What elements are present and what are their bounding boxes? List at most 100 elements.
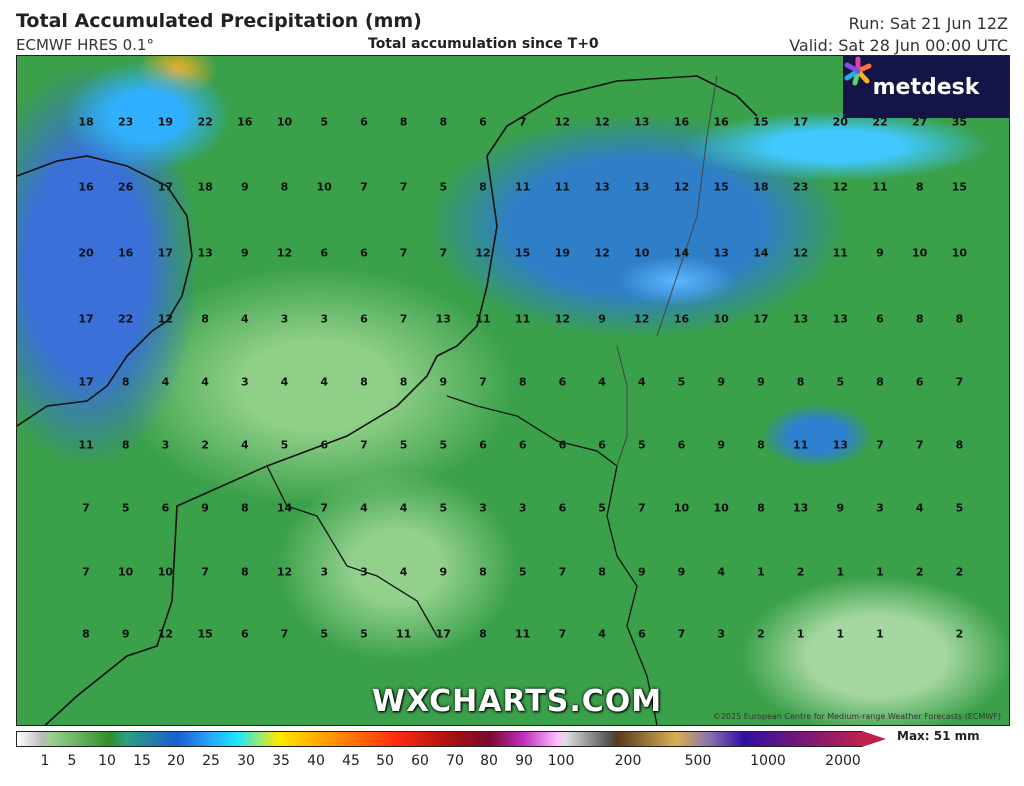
grid-value: 7 <box>558 627 567 641</box>
grid-value: 18 <box>197 180 213 194</box>
grid-value: 16 <box>237 115 253 129</box>
grid-value: 13 <box>832 312 848 326</box>
colorbar <box>16 731 863 747</box>
colorbar-tick-label: 500 <box>684 753 712 769</box>
grid-value: 18 <box>78 115 94 129</box>
grid-value: 9 <box>677 565 686 579</box>
grid-value: 13 <box>634 115 650 129</box>
grid-value: 12 <box>157 627 174 641</box>
grid-value: 8 <box>955 438 964 452</box>
grid-value: 4 <box>360 501 368 515</box>
colorbar-tick-label: 60 <box>411 753 429 769</box>
grid-value: 3 <box>479 501 487 515</box>
colorbar-tick-label: 40 <box>307 753 325 769</box>
grid-value: 2 <box>757 627 765 641</box>
grid-value: 15 <box>197 627 213 641</box>
grid-value: 11 <box>515 180 531 194</box>
grid-value: 14 <box>753 246 769 260</box>
grid-value: 4 <box>915 501 924 515</box>
grid-value: 5 <box>280 438 289 452</box>
grid-value: 8 <box>399 375 408 389</box>
grid-value: 4 <box>598 627 606 641</box>
colorbar-tick-label: 30 <box>237 753 255 769</box>
grid-value: 7 <box>876 438 884 452</box>
border-line <box>266 465 438 637</box>
grid-value: 9 <box>876 246 884 260</box>
grid-value: 17 <box>78 312 94 326</box>
grid-value: 5 <box>320 115 329 129</box>
grid-value: 5 <box>320 627 329 641</box>
grid-value: 4 <box>161 375 170 389</box>
grid-value: 7 <box>360 438 368 452</box>
metdesk-logo-text: metdesk <box>872 74 980 100</box>
grid-value: 4 <box>598 375 606 389</box>
grid-value: 8 <box>796 375 805 389</box>
grid-value: 12 <box>554 312 571 326</box>
map-title: Total Accumulated Precipitation (mm) <box>16 10 422 32</box>
grid-value: 9 <box>201 501 209 515</box>
grid-value: 6 <box>320 438 329 452</box>
grid-value: 8 <box>399 115 408 129</box>
grid-value: 5 <box>439 501 448 515</box>
grid-value: 8 <box>518 375 527 389</box>
grid-value: 27 <box>912 115 928 129</box>
grid-value: 7 <box>637 501 646 515</box>
grid-value: 9 <box>836 501 845 515</box>
grid-value: 6 <box>360 312 368 326</box>
grid-value: 6 <box>558 438 567 452</box>
grid-value: 6 <box>240 627 249 641</box>
grid-value: 8 <box>280 180 289 194</box>
grid-value: 8 <box>757 438 765 452</box>
colorbar-tick-label: 20 <box>167 753 185 769</box>
grid-value: 8 <box>82 627 90 641</box>
grid-value: 7 <box>518 115 527 129</box>
grid-value: 20 <box>832 115 848 129</box>
grid-value: 7 <box>399 312 408 326</box>
grid-value: 19 <box>157 115 174 129</box>
grid-value: 1 <box>836 627 845 641</box>
colorbar-tick-label: 70 <box>446 753 464 769</box>
grid-value: 13 <box>713 246 729 260</box>
grid-value: 10 <box>673 501 690 515</box>
grid-value: 1 <box>876 565 884 579</box>
grid-value: 8 <box>915 180 924 194</box>
grid-value: 6 <box>518 438 527 452</box>
grid-value: 8 <box>121 438 130 452</box>
grid-value: 10 <box>118 565 134 579</box>
grid-value: 10 <box>713 501 729 515</box>
grid-value: 7 <box>558 565 567 579</box>
grid-value: 8 <box>598 565 606 579</box>
grid-value: 11 <box>515 627 531 641</box>
grid-value: 2 <box>955 627 964 641</box>
grid-value: 11 <box>475 312 491 326</box>
grid-value: 7 <box>955 375 964 389</box>
grid-value: 16 <box>673 312 690 326</box>
metdesk-logo: metdesk <box>843 56 1009 118</box>
grid-value: 1 <box>796 627 805 641</box>
grid-value: 5 <box>439 180 448 194</box>
grid-value: 7 <box>82 501 90 515</box>
grid-value: 1 <box>876 627 884 641</box>
grid-value: 12 <box>157 312 174 326</box>
grid-value: 8 <box>876 375 884 389</box>
grid-value: 15 <box>951 180 968 194</box>
grid-value: 23 <box>118 115 134 129</box>
colorbar-tick-label: 15 <box>133 753 151 769</box>
colorbar-tick-label: 25 <box>202 753 220 769</box>
grid-value: 10 <box>634 246 650 260</box>
grid-value: 3 <box>320 312 329 326</box>
grid-value: 7 <box>201 565 209 579</box>
grid-value: 11 <box>78 438 94 452</box>
colorbar-tick-label: 50 <box>376 753 394 769</box>
grid-value: 3 <box>876 501 884 515</box>
grid-value: 9 <box>717 375 726 389</box>
grid-value: 9 <box>240 246 249 260</box>
grid-value: 8 <box>915 312 924 326</box>
grid-value: 22 <box>872 115 888 129</box>
grid-value: 6 <box>558 501 567 515</box>
grid-value: 10 <box>951 246 968 260</box>
grid-value: 6 <box>320 246 329 260</box>
colorbar-tick-label: 45 <box>342 753 360 769</box>
grid-value: 4 <box>717 565 726 579</box>
grid-value: 14 <box>276 501 293 515</box>
